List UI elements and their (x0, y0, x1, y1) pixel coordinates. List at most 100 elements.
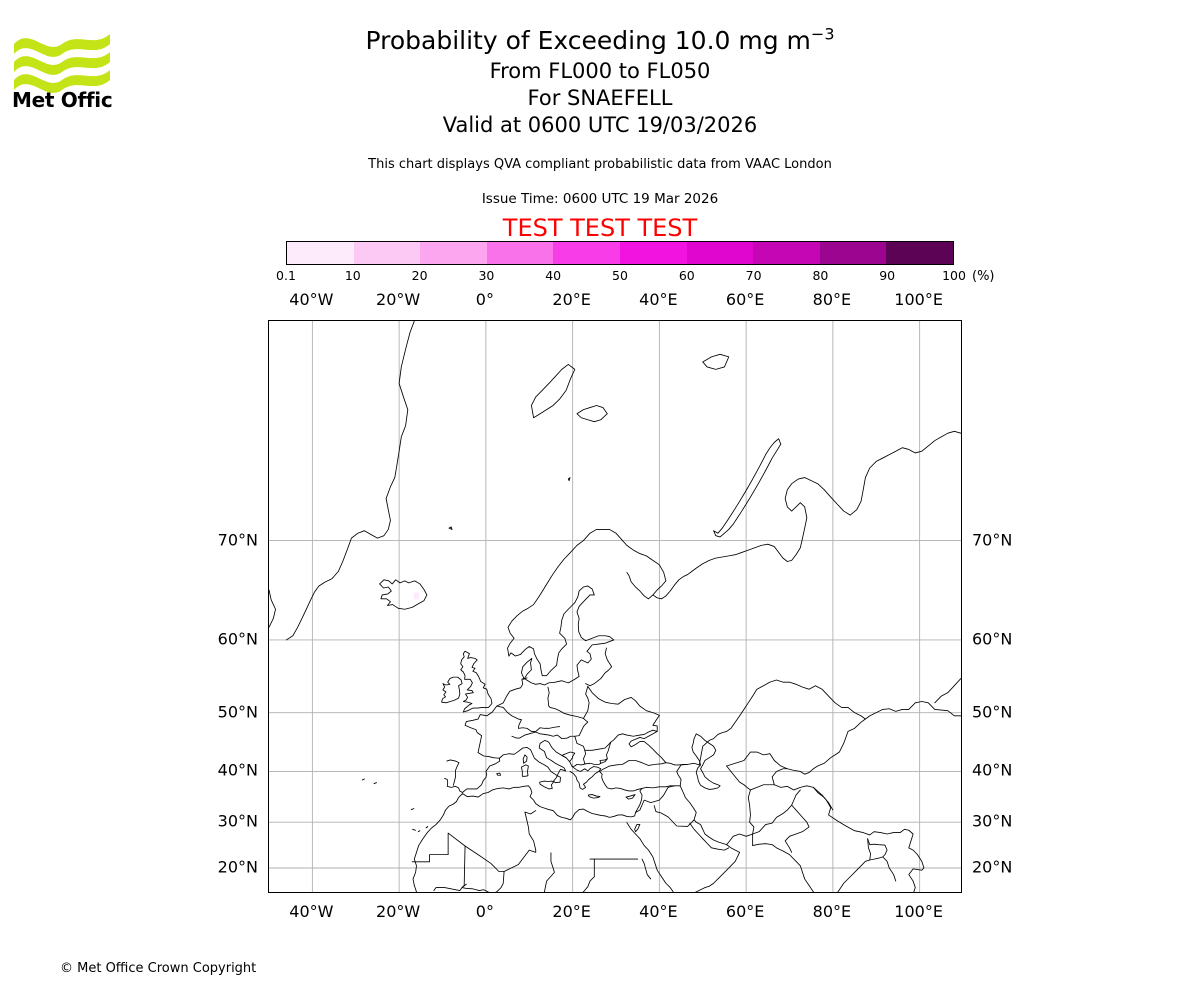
coastline-path (934, 678, 961, 704)
coastline-path (379, 579, 428, 610)
coastline-path (464, 585, 615, 754)
colorbar-tick-labels: 0.1 10 20 30 40 50 60 70 80 90 100 (276, 268, 966, 286)
colorbar-unit-label: (%) (972, 269, 995, 284)
coastline-path (634, 824, 641, 833)
copyright-notice: © Met Office Crown Copyright (60, 961, 257, 976)
coastline-path (653, 805, 695, 827)
coastline-path (908, 829, 925, 892)
coastline-path (583, 685, 590, 719)
coastline-path (522, 754, 528, 764)
valid-time: Valid at 0600 UTC 19/03/2026 (442, 113, 758, 137)
lon-tick-bottom-40°E: 40°E (639, 902, 678, 921)
coastline-path (544, 723, 587, 740)
volcano-name: For SNAEFELL (527, 86, 673, 110)
coastline-path (641, 785, 675, 789)
map-frame[interactable] (268, 320, 962, 893)
lat-tick-left-50°N: 50°N (217, 702, 258, 722)
coastline-path (693, 819, 741, 892)
coastline-path (812, 786, 910, 836)
coastline-path (446, 759, 460, 786)
coastline-path (411, 832, 505, 872)
lat-tick-left-20°N: 20°N (217, 857, 258, 877)
coastline-path (574, 735, 587, 765)
coastline-path (373, 782, 377, 785)
map-container: 40°W 40°W 20°W 20°W 0° 0° 20°E 20°E 40°E 40°E 60°E… (218, 290, 1013, 921)
coastline-path (600, 729, 667, 764)
coastline-path (511, 731, 546, 739)
chart-header: Probability of Exceeding 10.0 mg m−3 Fro… (0, 24, 1200, 139)
coastline-path (587, 685, 660, 732)
issue-time: Issue Time: 0600 UTC 19 Mar 2026 (481, 191, 719, 207)
lat-tick-right-50°N: 50°N (972, 702, 1013, 722)
coastline-path (626, 544, 667, 600)
coastline-path (784, 804, 810, 853)
lon-tick-bottom-20°E: 20°E (552, 902, 591, 921)
lat-tick-left-30°N: 30°N (217, 811, 258, 831)
colorbar-segment-2 (420, 242, 487, 264)
title-exponent: −3 (810, 24, 835, 44)
title-text: Probability of Exceeding 10.0 mg m (365, 26, 811, 55)
coastline-path (285, 321, 415, 641)
coastline-path (676, 762, 700, 787)
page-title: Probability of Exceeding 10.0 mg m−3 (0, 24, 1200, 58)
coastline-path (410, 808, 415, 810)
colorbar-tick-70: 70 (745, 268, 762, 283)
coastline-path (448, 526, 453, 530)
colorbar-tick-60: 60 (678, 268, 695, 283)
graticule-lines (269, 321, 961, 892)
lon-tick-top-0°: 0° (475, 290, 494, 309)
colorbar-segment-8 (819, 242, 887, 264)
coastline-path (548, 705, 589, 725)
lon-tick-top-60°E: 60°E (725, 290, 765, 309)
coastline-path (530, 364, 576, 419)
lon-tick-bottom-0°: 0° (475, 902, 494, 921)
colorbar-segment-3 (486, 242, 554, 264)
coastline-path (864, 701, 961, 720)
map-plot (269, 321, 961, 892)
lon-tick-bottom-60°E: 60°E (725, 902, 765, 921)
colorbar-tick-50: 50 (612, 268, 628, 283)
logo-waves (14, 34, 110, 93)
colorbar-tick-100: 100 (942, 268, 966, 283)
probability-colorbar (286, 241, 954, 265)
coastline-path (576, 405, 608, 423)
coastline-path (433, 883, 467, 892)
coastline-path (689, 822, 730, 851)
coastline-path (599, 758, 608, 764)
lon-tick-bottom-100°E: 100°E (894, 902, 943, 921)
coastline-path (812, 786, 834, 811)
colorbar-segment-4 (553, 242, 620, 264)
coastline-path (691, 733, 721, 790)
logo-wave-2 (14, 52, 110, 75)
met-office-logo: Met Office (12, 22, 112, 114)
lon-tick-top-20°E: 20°E (552, 290, 591, 309)
coastline-path (547, 686, 550, 707)
coastline-path (641, 858, 652, 880)
coastline-path (867, 838, 888, 858)
coastline-path (496, 705, 522, 729)
lat-tick-right-60°N: 60°N (972, 629, 1013, 649)
coastline-path (582, 891, 584, 892)
coastline-path (587, 794, 601, 799)
colorbar-segment-0 (287, 242, 354, 264)
coastline-path (583, 858, 595, 892)
coastline-path (752, 843, 897, 892)
coastline-path (771, 768, 788, 786)
lon-tick-top-40°E: 40°E (639, 290, 678, 309)
coastline-path (561, 751, 576, 759)
coastline-path (441, 676, 463, 704)
colorbar-segment-5 (619, 242, 687, 264)
coastline-path (713, 438, 782, 538)
colorbar-tick-0.1: 0.1 (276, 268, 296, 283)
logo-wave-1 (14, 34, 110, 57)
colorbar-tick-80: 80 (812, 268, 829, 283)
ash-probability-cells (413, 592, 420, 600)
colorbar-swatches (286, 241, 954, 265)
coastline-path (698, 679, 866, 766)
coastline-path (417, 830, 421, 833)
colorbar-tick-30: 30 (478, 268, 495, 283)
lon-tick-top-20°W: 20°W (376, 290, 421, 309)
coastline-path (604, 647, 613, 671)
coastline-path (626, 822, 674, 892)
lon-tick-bottom-40°W: 40°W (289, 902, 334, 921)
